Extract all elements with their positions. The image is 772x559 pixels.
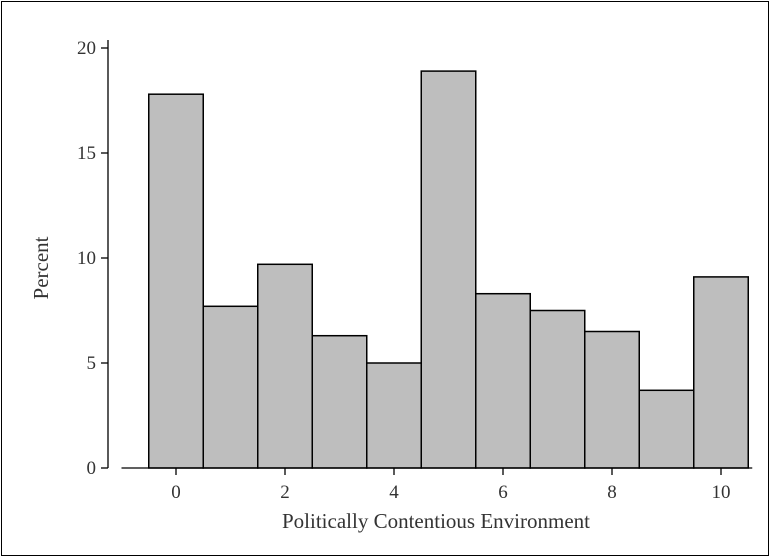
bar-6 bbox=[475, 292, 531, 469]
bars-group bbox=[148, 70, 749, 469]
y-tick-label-15: 15 bbox=[77, 143, 96, 164]
x-tick-label-6: 6 bbox=[498, 482, 508, 503]
x-tick-label-10: 10 bbox=[712, 482, 731, 503]
y-tick-label-5: 5 bbox=[87, 353, 97, 374]
x-tick-label-8: 8 bbox=[607, 482, 617, 503]
x-tick-label-4: 4 bbox=[389, 482, 399, 503]
y-tick-label-10: 10 bbox=[77, 248, 96, 269]
bar-1 bbox=[202, 305, 259, 469]
bar-4 bbox=[366, 362, 422, 469]
axes-group: 0 5 10 15 20 0 2 4 6 8 10 bbox=[77, 38, 753, 503]
x-axis-label: Politically Contentious Environment bbox=[282, 509, 590, 533]
x-tick-label-0: 0 bbox=[171, 482, 181, 503]
x-tick-label-2: 2 bbox=[280, 482, 290, 503]
y-axis-label: Percent bbox=[29, 236, 53, 299]
bar-0 bbox=[148, 93, 204, 469]
bar-9 bbox=[638, 389, 695, 469]
bar-8 bbox=[584, 330, 640, 469]
bar-2 bbox=[257, 263, 313, 469]
bar-10 bbox=[693, 276, 749, 469]
bar-3 bbox=[311, 334, 368, 469]
bar-5 bbox=[420, 70, 477, 469]
bar-7 bbox=[529, 309, 586, 469]
y-tick-label-20: 20 bbox=[77, 38, 96, 59]
y-tick-label-0: 0 bbox=[87, 458, 97, 479]
